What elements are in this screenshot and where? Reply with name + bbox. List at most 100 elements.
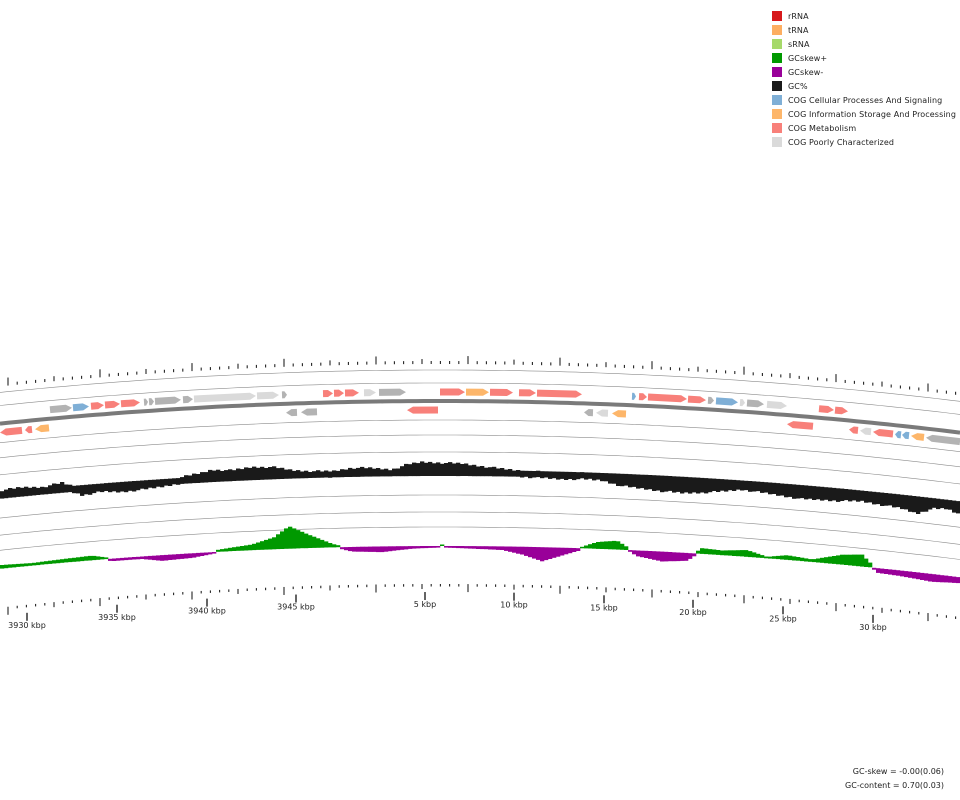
gc-bar bbox=[384, 468, 389, 477]
gc-bar bbox=[620, 473, 625, 487]
gene bbox=[301, 408, 318, 416]
gc-skew-minus-bar bbox=[572, 548, 577, 552]
gc-bar bbox=[772, 482, 777, 494]
gc-skew-minus-bar bbox=[192, 553, 197, 558]
gc-skew-plus-bar bbox=[760, 555, 765, 558]
gc-bar bbox=[92, 484, 97, 494]
gc-skew-plus-bar bbox=[320, 539, 325, 548]
gc-skew-minus-bar bbox=[500, 546, 505, 550]
gc-bar bbox=[596, 472, 601, 480]
ring-line bbox=[0, 494, 960, 528]
gc-bar bbox=[272, 466, 277, 480]
gc-bar bbox=[476, 466, 481, 477]
legend-item: COG Metabolism bbox=[772, 121, 956, 135]
gc-skew-minus-bar bbox=[540, 547, 545, 562]
gc-bar bbox=[144, 480, 149, 490]
gc-skew-plus-bar bbox=[752, 552, 757, 558]
gc-skew-plus-bar bbox=[64, 558, 69, 563]
gc-bar bbox=[392, 468, 397, 477]
gc-bar bbox=[180, 477, 185, 484]
gc-bar bbox=[108, 482, 113, 493]
gc-skew-minus-bar bbox=[200, 552, 205, 556]
gc-skew-plus-bar bbox=[292, 528, 297, 549]
legend-label: GCskew- bbox=[788, 67, 824, 77]
gc-bar bbox=[464, 463, 469, 476]
ring-line bbox=[0, 451, 960, 485]
gc-bar bbox=[920, 496, 925, 512]
gc-skew-plus-bar bbox=[724, 550, 729, 556]
gc-skew-plus-bar bbox=[796, 557, 801, 561]
gc-bar bbox=[184, 475, 189, 484]
gc-bar bbox=[292, 470, 297, 479]
gc-bar bbox=[364, 468, 369, 477]
gc-bar bbox=[516, 470, 521, 477]
gc-skew-plus-bar bbox=[784, 555, 789, 560]
gc-bar bbox=[324, 470, 329, 478]
gc-skew-minus-bar bbox=[668, 552, 673, 562]
gc-bar bbox=[332, 470, 337, 478]
tick-label: 3930 kbp bbox=[8, 621, 46, 630]
gc-skew-minus-bar bbox=[424, 546, 429, 549]
gc-skew-plus-bar bbox=[620, 543, 625, 550]
gc-bar bbox=[556, 471, 561, 480]
gene bbox=[631, 392, 636, 400]
gc-skew-minus-bar bbox=[948, 576, 953, 583]
gc-bar bbox=[164, 478, 169, 486]
gc-bar bbox=[448, 462, 453, 476]
gc-bar bbox=[888, 493, 893, 506]
tick-label: 3935 kbp bbox=[98, 613, 136, 622]
gene bbox=[596, 409, 609, 417]
gc-bar bbox=[940, 499, 945, 509]
tick-label: 30 kbp bbox=[859, 623, 887, 632]
gc-skew-plus-bar bbox=[44, 561, 49, 565]
gc-bar bbox=[872, 491, 877, 505]
gc-bar bbox=[824, 487, 829, 500]
gc-bar bbox=[200, 472, 205, 483]
legend-item: COG Information Storage And Processing bbox=[772, 107, 956, 121]
gene bbox=[787, 421, 814, 430]
gc-skew-plus-bar bbox=[244, 545, 249, 551]
backbone-line bbox=[0, 399, 960, 435]
gc-skew-track bbox=[0, 526, 960, 584]
gc-skew-minus-bar bbox=[900, 570, 905, 577]
gc-skew-plus-bar bbox=[592, 543, 597, 549]
gc-skew-plus-bar bbox=[608, 541, 613, 550]
gc-skew-minus-bar bbox=[692, 553, 697, 557]
gc-bar bbox=[760, 481, 765, 493]
gc-skew-minus-bar bbox=[448, 546, 453, 548]
gc-skew-plus-bar bbox=[808, 559, 813, 562]
gc-skew-plus-bar bbox=[600, 541, 605, 549]
gc-bar bbox=[700, 477, 705, 493]
gc-skew-minus-bar bbox=[140, 556, 145, 559]
gc-skew-plus-bar bbox=[700, 548, 705, 554]
gc-bar bbox=[104, 483, 109, 491]
gc-bar bbox=[696, 477, 701, 494]
legend-label: COG Information Storage And Processing bbox=[788, 109, 957, 119]
gc-bar bbox=[704, 478, 709, 494]
gc-skew-minus-bar bbox=[684, 552, 689, 561]
gc-skew-minus-bar bbox=[652, 551, 657, 560]
gc-bar bbox=[564, 471, 569, 480]
gc-bar bbox=[36, 487, 41, 495]
gc-skew-minus-bar bbox=[636, 550, 641, 557]
gc-bar bbox=[580, 472, 585, 479]
ring-line bbox=[0, 511, 960, 545]
gc-bar bbox=[520, 470, 525, 478]
gc-bar bbox=[140, 480, 145, 489]
gc-bar bbox=[908, 495, 913, 512]
gc-bar bbox=[860, 490, 865, 501]
gc-bar bbox=[4, 489, 9, 499]
gc-bar bbox=[748, 481, 753, 492]
gc-bar bbox=[84, 484, 89, 495]
gc-skew-minus-bar bbox=[876, 568, 881, 573]
gc-skew-minus-bar bbox=[576, 548, 581, 551]
gc-skew-plus-bar bbox=[844, 554, 849, 565]
gc-bar bbox=[400, 466, 405, 477]
gene bbox=[687, 395, 706, 404]
gc-bar bbox=[212, 470, 217, 482]
gc-skew-minus-bar bbox=[896, 570, 901, 576]
legend-swatch bbox=[772, 53, 782, 63]
gc-skew-plus-bar bbox=[216, 549, 221, 552]
gene bbox=[439, 388, 465, 396]
legend-label: COG Poorly Characterized bbox=[788, 137, 895, 147]
